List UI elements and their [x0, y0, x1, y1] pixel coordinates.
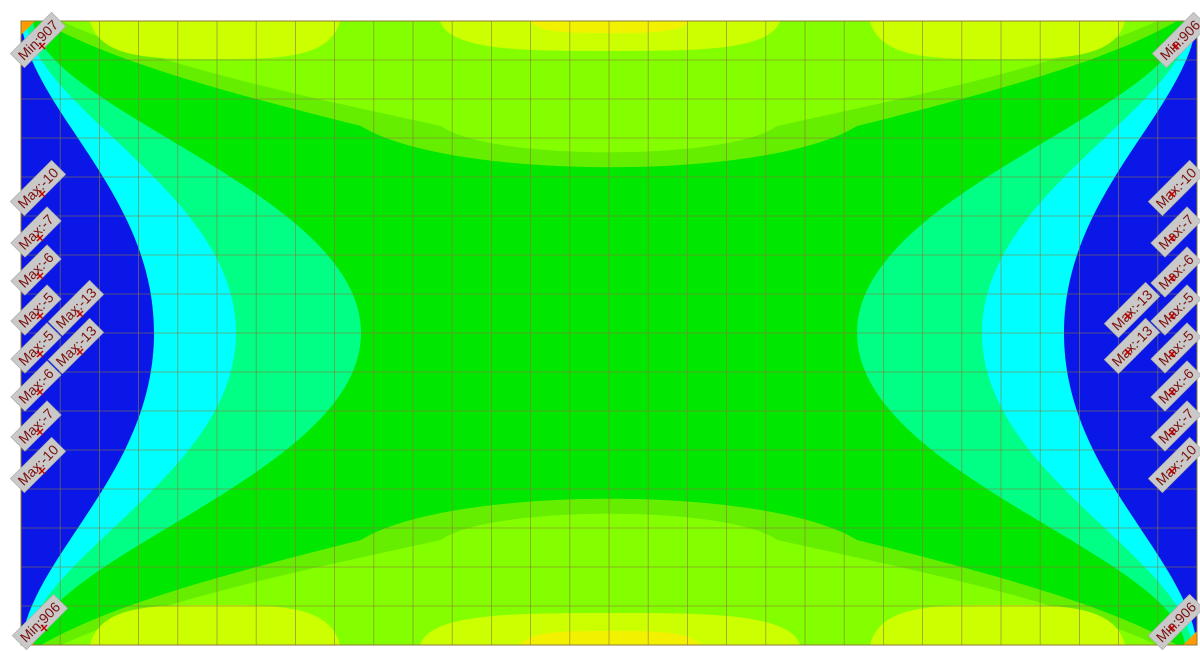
extreme-marker [36, 234, 44, 242]
extreme-marker [36, 312, 44, 320]
mesh-grid [21, 21, 1197, 645]
extreme-tag-box [47, 279, 105, 337]
corner-hotspot [1183, 631, 1197, 645]
edge-patch-bottom-center [420, 613, 800, 645]
extreme-tag-box [10, 244, 62, 296]
extreme-tag-box [10, 400, 62, 452]
extreme-tag-box [1150, 400, 1200, 452]
extreme-marker [36, 428, 44, 436]
extreme-tag-box [11, 593, 69, 651]
extreme-tag-box [1150, 246, 1200, 298]
extreme-marker [1124, 312, 1132, 320]
extreme-tag-box [1103, 317, 1161, 375]
extreme-tag-box [47, 317, 105, 375]
edge-patch-bottom-right [870, 605, 1125, 645]
extreme-marker [1172, 42, 1180, 50]
extreme-tag-box [10, 284, 62, 336]
extreme-tag-box [1150, 322, 1200, 374]
extreme-marker [1168, 467, 1176, 475]
edge-patch-bottom-left [90, 605, 340, 645]
extreme-tag-box [1150, 284, 1200, 336]
extreme-tag-box [9, 436, 67, 494]
extreme-marker [1168, 312, 1176, 320]
extreme-marker [1168, 350, 1176, 358]
extreme-marker [38, 467, 46, 475]
corner-hotspot [21, 21, 35, 35]
extreme-marker [1168, 428, 1176, 436]
extreme-tag-box [9, 11, 67, 69]
extreme-tag-box [10, 322, 62, 374]
extreme-marker [76, 310, 84, 318]
edge-patch-top-center [440, 21, 780, 51]
extreme-marker [76, 348, 84, 356]
extreme-tag-box [1147, 593, 1200, 651]
extreme-marker [36, 388, 44, 396]
edge-yellow-bottom-center [520, 631, 700, 645]
extreme-tag-box [1150, 206, 1200, 258]
extreme-tag-box [1150, 360, 1200, 412]
extreme-marker [38, 190, 46, 198]
extreme-marker [1168, 624, 1176, 632]
extreme-marker [36, 350, 44, 358]
extreme-marker [1168, 190, 1176, 198]
edge-patch-top-left [90, 21, 340, 59]
extreme-marker [1124, 348, 1132, 356]
extreme-tag-box [1147, 159, 1200, 217]
extreme-marker [1168, 274, 1176, 282]
extreme-tag-box [1103, 281, 1161, 339]
extreme-marker [1168, 388, 1176, 396]
extreme-tag-box [10, 360, 62, 412]
edge-patch-top-right [870, 21, 1125, 59]
extreme-tag: Max:-7 [10, 206, 62, 258]
extreme-tag-box [1147, 436, 1200, 494]
extreme-marker [36, 272, 44, 280]
extreme-marker [38, 42, 46, 50]
extreme-tag-box [1151, 11, 1200, 69]
extreme-marker [40, 624, 48, 632]
extreme-tag-box [10, 206, 62, 258]
extreme-marker [1168, 234, 1176, 242]
extreme-tag-box [9, 159, 67, 217]
